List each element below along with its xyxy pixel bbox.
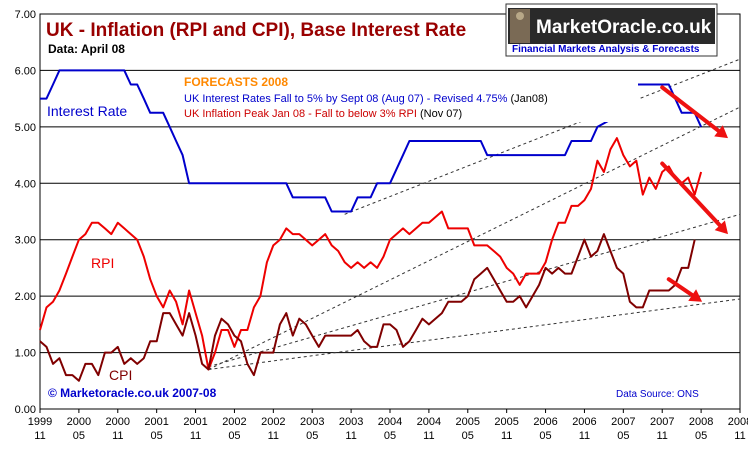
y-tick-label: 4.00 — [15, 178, 36, 190]
x-tick-year: 2000 — [106, 416, 130, 428]
forecast-arrow — [666, 277, 703, 302]
forecast-arrow — [660, 85, 728, 139]
forecast-arrow-head — [714, 125, 728, 139]
x-tick-month: 05 — [151, 430, 163, 442]
trendline — [344, 58, 741, 215]
forecast-inflation-line: UK Inflation Peak Jan 08 - Fall to below… — [184, 108, 462, 120]
x-tick-month: 11 — [423, 430, 434, 442]
x-tick-year: 2000 — [67, 416, 91, 428]
data-source-note: Data Source: ONS — [616, 389, 699, 400]
x-tick-month: 05 — [228, 430, 240, 442]
forecast-arrow — [660, 161, 728, 235]
y-tick-label: 5.00 — [15, 122, 36, 134]
x-tick-month: 05 — [462, 430, 474, 442]
x-tick-year: 2003 — [339, 416, 363, 428]
x-tick-year: 2002 — [222, 416, 246, 428]
copyright-note: © Marketoracle.co.uk 2007-08 — [48, 386, 217, 400]
series-label-cpi: CPI — [109, 367, 132, 383]
x-tick-month: 05 — [617, 430, 629, 442]
forecast-arrows — [660, 85, 728, 302]
x-tick-month: 05 — [539, 430, 551, 442]
y-tick-label: 0.00 — [15, 404, 36, 416]
x-tick-month: 11 — [734, 430, 745, 442]
trendline — [208, 213, 741, 368]
forecast-backdrop — [180, 74, 638, 122]
logo-banner — [508, 8, 715, 44]
forecast-arrow-shaft — [666, 277, 695, 298]
forecast-arrow-head — [688, 289, 703, 302]
plot-area — [39, 13, 741, 410]
x-tick-month: 05 — [695, 430, 707, 442]
logo-tagline: Financial Markets Analysis & Forecasts — [512, 44, 700, 55]
x-tick-year: 2007 — [611, 416, 635, 428]
chart-subtitle: Data: April 08 — [48, 42, 125, 56]
series-label-rpi: RPI — [91, 255, 114, 271]
x-tick-year: 2005 — [456, 416, 480, 428]
x-tick-year: 2005 — [494, 416, 518, 428]
y-tick-label: 6.00 — [15, 65, 36, 77]
forecast-inflation-date: (Nov 07) — [417, 108, 462, 120]
trendline — [208, 298, 741, 370]
series-line-rpi — [39, 137, 703, 371]
x-tick-month: 11 — [345, 430, 356, 442]
y-tick-label: 2.00 — [15, 291, 36, 303]
x-tick-month: 05 — [384, 430, 396, 442]
x-tick-month: 11 — [501, 430, 512, 442]
x-tick-year: 2007 — [650, 416, 674, 428]
x-tick-year: 2002 — [261, 416, 285, 428]
x-tick-year: 2004 — [378, 416, 402, 428]
x-tick-month: 11 — [657, 430, 668, 442]
x-tick-year: 2003 — [300, 416, 324, 428]
x-tick-year: 2008 — [689, 416, 713, 428]
logo: MarketOracle.co.uk Financial Markets Ana… — [505, 3, 718, 57]
x-tick-month: 05 — [73, 430, 85, 442]
chart-title: UK - Inflation (RPI and CPI), Base Inter… — [46, 20, 466, 41]
forecast-arrow-head — [714, 220, 728, 235]
x-tick-year: 2006 — [533, 416, 557, 428]
y-tick-label: 1.00 — [15, 348, 36, 360]
forecast-interest-date: (Jan08) — [507, 93, 547, 105]
series-line-cpi — [39, 233, 696, 382]
x-tick-year: 2001 — [183, 416, 207, 428]
x-tick-year: 2006 — [572, 416, 596, 428]
x-tick-month: 11 — [268, 430, 279, 442]
x-tick-month: 11 — [579, 430, 590, 442]
series-label-interest-rate: Interest Rate — [47, 103, 127, 119]
forecast-interest-text: UK Interest Rates Fall to 5% by Sept 08 … — [184, 93, 508, 105]
x-tick-month: 05 — [306, 430, 318, 442]
logo-text: MarketOracle.co.uk — [536, 17, 712, 38]
x-tick-year: 2004 — [417, 416, 441, 428]
y-tick-label: 7.00 — [15, 9, 36, 21]
forecast-arrow-shaft — [660, 161, 722, 228]
logo-statue-head-icon — [516, 12, 524, 20]
title-backdrop — [41, 15, 471, 57]
x-tick-year: 1999 — [28, 416, 52, 428]
x-axis: 1999 11 2000 05 2000 11 2001 05 2001 11 2002 05 2002… — [28, 409, 748, 442]
forecast-box: FORECASTS 2008 UK Interest Rates Fall to… — [180, 74, 638, 122]
forecast-arrow-shaft — [660, 85, 721, 133]
x-tick-month: 11 — [34, 430, 45, 442]
logo-statue-icon — [510, 9, 530, 43]
forecast-interest-line: UK Interest Rates Fall to 5% by Sept 08 … — [184, 93, 548, 105]
x-tick-year: 2001 — [144, 416, 168, 428]
x-tick-month: 11 — [190, 430, 201, 442]
y-axis: 0.00 1.00 2.00 3.00 4.00 5.00 6.00 7.00 — [15, 9, 36, 416]
x-tick-year: 2008 — [728, 416, 748, 428]
y-tick-label: 3.00 — [15, 235, 36, 247]
forecast-inflation-text: UK Inflation Peak Jan 08 - Fall to below… — [184, 108, 417, 120]
x-tick-month: 11 — [112, 430, 123, 442]
forecast-heading: FORECASTS 2008 — [184, 75, 288, 89]
